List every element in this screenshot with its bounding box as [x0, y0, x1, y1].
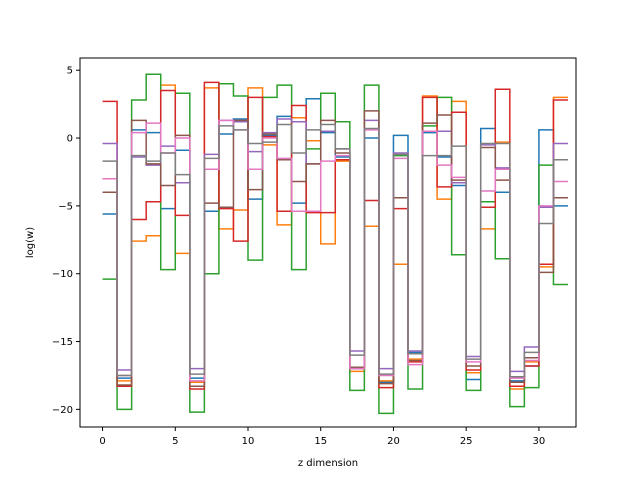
x-tick-label: 30: [533, 436, 546, 447]
x-tick-label: 15: [314, 436, 327, 447]
x-tick-label: 25: [460, 436, 473, 447]
y-tick-label: 0: [67, 134, 73, 145]
y-tick-label: −15: [52, 337, 73, 348]
x-tick-label: 5: [172, 436, 178, 447]
plot-frame: [79, 57, 577, 428]
series-line-7: [102, 119, 568, 382]
x-tick-label: 0: [99, 436, 105, 447]
x-tick-label: 20: [387, 436, 400, 447]
x-axis-label: z dimension: [298, 458, 358, 469]
series-line-3: [102, 73, 568, 415]
series-line-8: [102, 123, 568, 378]
y-tick-label: 5: [67, 66, 73, 77]
x-tick-label: 10: [242, 436, 255, 447]
series-layer: [102, 73, 568, 415]
y-tick-label: −20: [52, 405, 73, 416]
y-axis: −20 −15 −10 −5 0 5: [52, 66, 80, 416]
plot-background: [80, 58, 576, 427]
y-tick-label: −5: [58, 201, 73, 212]
y-axis-label: log(w): [25, 227, 36, 258]
y-tick-label: −10: [52, 269, 73, 280]
x-axis: 0 5 10 15 20 25 30: [99, 427, 545, 447]
